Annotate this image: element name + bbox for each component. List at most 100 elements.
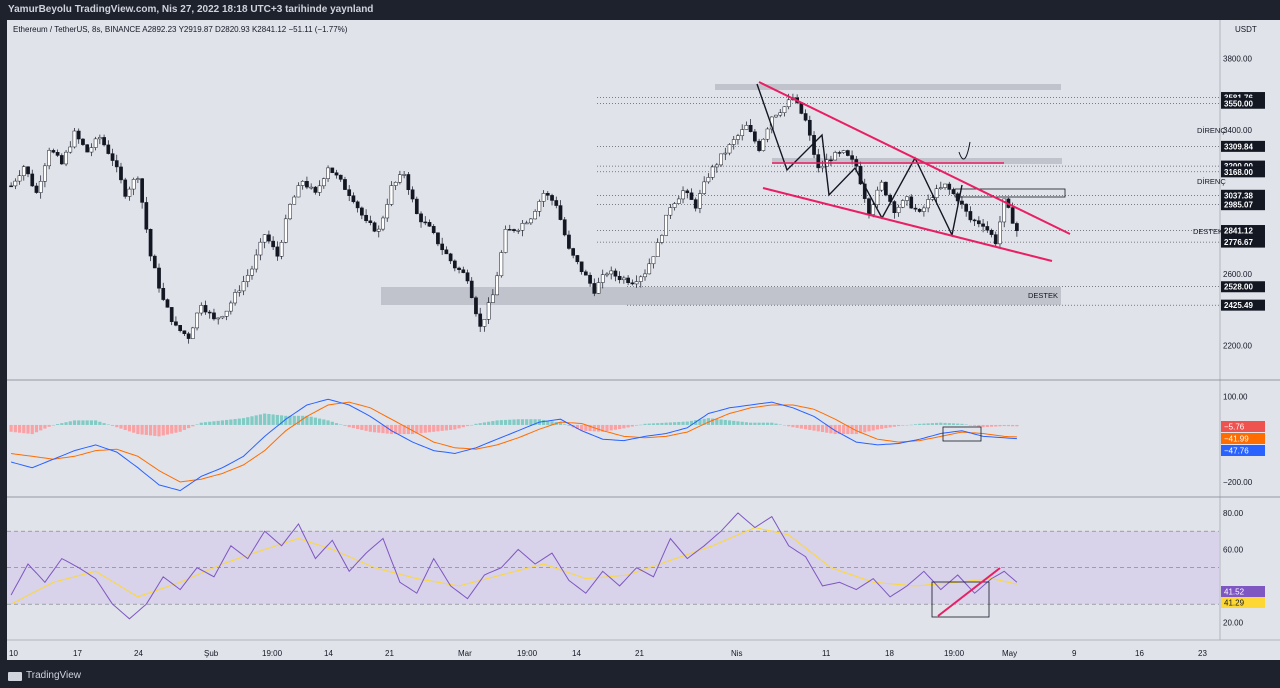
candle bbox=[250, 268, 254, 276]
wave-pattern-line[interactable] bbox=[756, 83, 963, 238]
candle bbox=[436, 232, 440, 245]
price-tag-bg bbox=[1221, 140, 1265, 152]
candle bbox=[693, 199, 698, 209]
candle bbox=[241, 281, 246, 292]
rsi-highlight-box[interactable] bbox=[931, 581, 990, 618]
macd-line[interactable] bbox=[10, 398, 1017, 492]
annotation-direnc-1[interactable]: DİRENÇ bbox=[1197, 126, 1226, 135]
candle bbox=[267, 234, 271, 242]
rsi-tick-label: 20.00 bbox=[1223, 618, 1244, 627]
annotation-destek-2[interactable]: DESTEK bbox=[1028, 291, 1058, 300]
candle bbox=[233, 292, 237, 304]
tradingview-logo[interactable]: TradingView bbox=[8, 664, 81, 688]
rsi-pane[interactable]: 80.00 60.00 20.00 bbox=[7, 509, 1244, 627]
macd-histogram-bar bbox=[115, 424, 119, 428]
footer-bar: TradingView bbox=[0, 664, 1280, 688]
rsi-line[interactable] bbox=[10, 512, 1018, 620]
macd-histogram-bar bbox=[588, 424, 592, 432]
candle bbox=[292, 196, 297, 205]
macd-histogram-bar bbox=[402, 424, 406, 435]
macd-histogram-bar bbox=[427, 424, 432, 433]
candle bbox=[583, 271, 588, 276]
candle bbox=[651, 256, 656, 265]
candle bbox=[592, 283, 597, 294]
candle bbox=[533, 211, 537, 220]
rsi-tag-rsi_ma: 41.29 bbox=[1224, 599, 1245, 608]
candle bbox=[372, 222, 377, 232]
macd-histogram-bar bbox=[461, 424, 465, 428]
macd-histogram-bar bbox=[981, 424, 985, 428]
chart-area[interactable]: Ethereum / TetherUS, 8s, BINANCE A2892.2… bbox=[7, 20, 1280, 660]
macd-tag-macd: −47.76 bbox=[1224, 447, 1249, 456]
resistance-zone-top[interactable] bbox=[715, 84, 1061, 90]
macd-histogram-bar bbox=[618, 424, 622, 430]
candle bbox=[638, 276, 643, 282]
time-tick-label: 18 bbox=[885, 649, 894, 658]
macd-histogram-bar bbox=[77, 420, 81, 425]
candle bbox=[300, 181, 305, 186]
candle bbox=[968, 211, 973, 221]
macd-histogram-bar bbox=[960, 423, 964, 425]
candle bbox=[452, 260, 457, 269]
candle bbox=[491, 294, 495, 303]
candle bbox=[613, 270, 618, 277]
candle bbox=[165, 299, 170, 308]
time-axis[interactable]: 10 17 24 Şub 19:00 14 21 Mar 19:00 14 21 Nis 11 18 19:… bbox=[9, 649, 1207, 658]
rsi-tag-bg bbox=[1221, 586, 1265, 597]
candle bbox=[9, 185, 13, 188]
time-tick-label: 21 bbox=[635, 649, 644, 658]
candle bbox=[76, 130, 81, 140]
candle bbox=[465, 272, 470, 282]
rsi-trendline[interactable] bbox=[937, 567, 1001, 617]
macd-histogram-bar bbox=[850, 424, 854, 435]
falling-wedge-lower-line[interactable] bbox=[762, 187, 1053, 262]
macd-histogram-bar bbox=[254, 415, 258, 425]
macd-histogram-bar bbox=[664, 422, 668, 425]
breakout-box[interactable] bbox=[954, 188, 1066, 198]
annotation-destek-1[interactable]: DESTEK bbox=[1193, 227, 1223, 236]
macd-histogram-bar bbox=[837, 424, 841, 435]
macd-histogram-bar bbox=[279, 415, 284, 425]
candle bbox=[474, 297, 478, 315]
macd-histogram-bar bbox=[634, 424, 639, 426]
macd-histogram-bar bbox=[495, 420, 499, 425]
annotation-direnc-2[interactable]: DİRENÇ bbox=[1197, 177, 1226, 186]
candle bbox=[131, 179, 136, 190]
macd-histogram-bar bbox=[892, 424, 896, 427]
candle bbox=[655, 242, 660, 257]
macd-histogram-bar bbox=[901, 424, 905, 426]
candle bbox=[114, 160, 119, 168]
macd-histogram-bar bbox=[161, 424, 165, 436]
macd-histogram-bar bbox=[478, 423, 482, 425]
candle bbox=[537, 201, 542, 212]
rsi-ma-line[interactable] bbox=[10, 526, 1018, 605]
candle bbox=[376, 228, 381, 232]
macd-histogram-bar bbox=[787, 424, 791, 427]
macd-tag-signal: −41.99 bbox=[1224, 435, 1249, 444]
candle bbox=[199, 305, 204, 314]
candle bbox=[972, 219, 977, 222]
macd-histogram-bar bbox=[271, 414, 275, 425]
macd-histogram-bar bbox=[296, 415, 301, 425]
candle bbox=[119, 166, 123, 181]
macd-signal-line[interactable] bbox=[11, 401, 1017, 483]
macd-pane[interactable]: 100.00 −200.00 bbox=[9, 392, 1253, 492]
time-tick-label: 9 bbox=[1072, 649, 1077, 658]
macd-histogram-bar bbox=[820, 424, 825, 433]
chart-svg[interactable]: Ethereum / TetherUS, 8s, BINANCE A2892.2… bbox=[7, 20, 1280, 660]
macd-highlight-box[interactable] bbox=[942, 426, 982, 442]
support-zone[interactable] bbox=[381, 287, 1061, 305]
candle bbox=[807, 119, 812, 136]
macd-histogram-bar bbox=[127, 424, 132, 432]
price-tick-label: 2600.00 bbox=[1223, 270, 1252, 279]
candle bbox=[909, 196, 914, 209]
candle bbox=[867, 198, 871, 215]
macd-histogram-bar bbox=[727, 420, 732, 425]
price-axis[interactable] bbox=[1220, 20, 1280, 660]
macd-histogram-bar bbox=[191, 424, 195, 427]
candle bbox=[305, 181, 309, 188]
macd-histogram-bar bbox=[512, 419, 516, 425]
projection-arrow[interactable] bbox=[958, 141, 971, 160]
candle bbox=[469, 280, 474, 298]
falling-wedge-upper-line[interactable] bbox=[758, 81, 1071, 235]
